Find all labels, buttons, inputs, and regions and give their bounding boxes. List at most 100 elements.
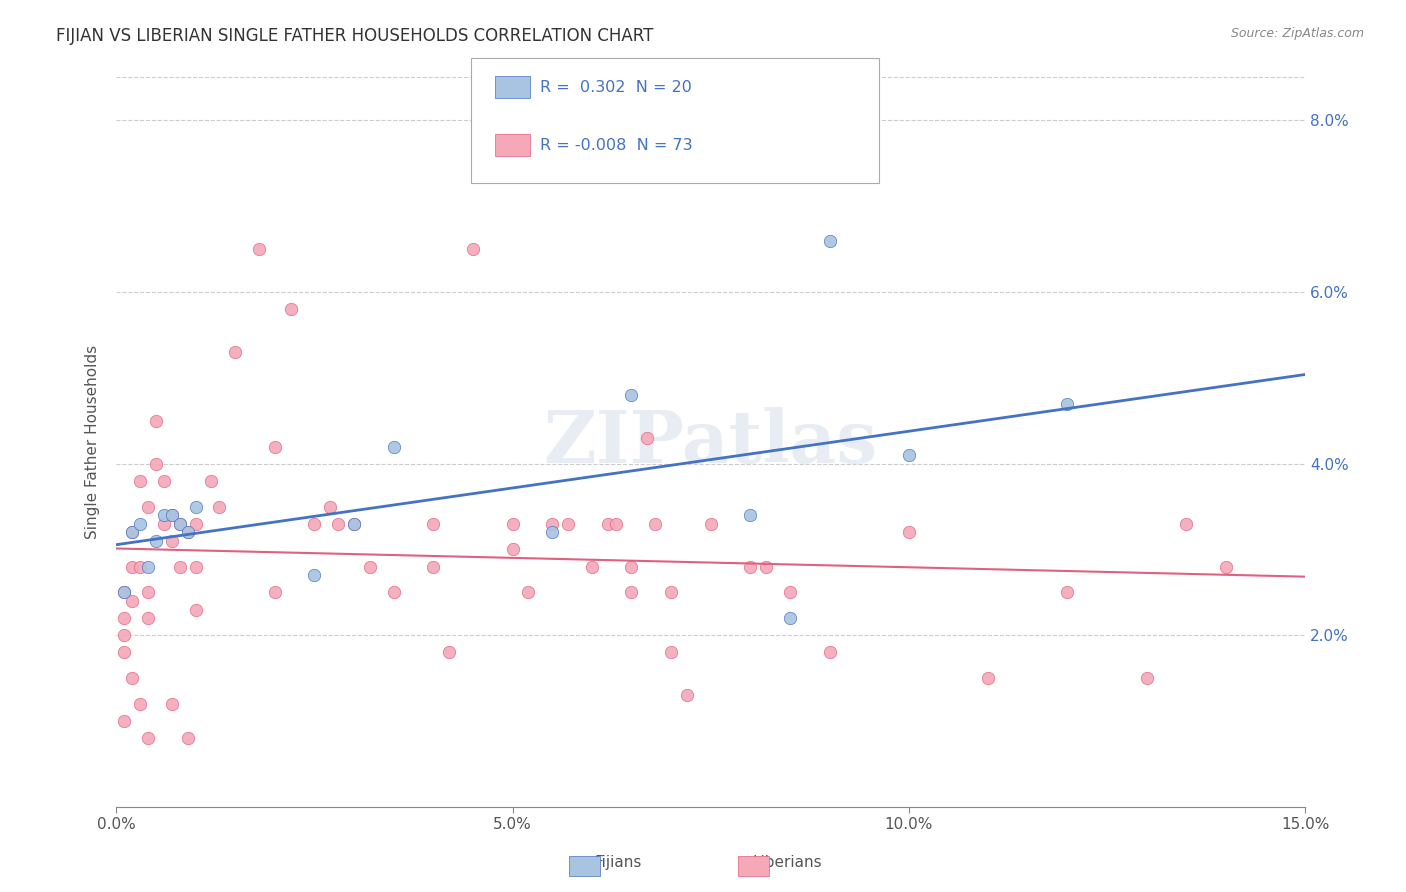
Point — [319, 500, 342, 514]
Point — [620, 559, 643, 574]
Point — [897, 448, 920, 462]
Point — [343, 516, 366, 531]
Point — [160, 508, 183, 523]
Point — [121, 525, 143, 540]
Point — [382, 585, 405, 599]
Point — [818, 645, 841, 659]
Point — [160, 533, 183, 548]
Point — [184, 559, 207, 574]
Point — [779, 611, 801, 625]
Point — [169, 516, 191, 531]
Point — [224, 345, 246, 359]
Point — [359, 559, 381, 574]
Point — [112, 645, 135, 659]
Point — [581, 559, 603, 574]
Point — [145, 457, 167, 471]
Point — [200, 474, 222, 488]
Text: Liberians: Liberians — [752, 855, 823, 870]
Point — [644, 516, 666, 531]
Point — [755, 559, 778, 574]
Point — [121, 559, 143, 574]
Point — [153, 474, 176, 488]
Point — [176, 731, 198, 746]
Point — [184, 500, 207, 514]
Point — [208, 500, 231, 514]
Point — [517, 585, 540, 599]
Point — [897, 525, 920, 540]
Point — [605, 516, 627, 531]
Point — [1135, 671, 1157, 685]
Point — [676, 689, 699, 703]
Point — [112, 585, 135, 599]
Point — [184, 602, 207, 616]
Point — [176, 525, 198, 540]
Text: Source: ZipAtlas.com: Source: ZipAtlas.com — [1230, 27, 1364, 40]
Point — [304, 568, 326, 582]
Text: R = -0.008  N = 73: R = -0.008 N = 73 — [540, 138, 693, 153]
Point — [176, 525, 198, 540]
Point — [112, 611, 135, 625]
Point — [160, 697, 183, 711]
Point — [145, 414, 167, 428]
Point — [659, 585, 682, 599]
Point — [263, 585, 285, 599]
Point — [169, 559, 191, 574]
Point — [129, 516, 152, 531]
Point — [437, 645, 460, 659]
Point — [620, 388, 643, 402]
Point — [136, 500, 159, 514]
Point — [699, 516, 721, 531]
Point — [740, 508, 762, 523]
Text: ZIPatlas: ZIPatlas — [544, 407, 877, 478]
Point — [1215, 559, 1237, 574]
Point — [112, 585, 135, 599]
Point — [129, 559, 152, 574]
Point — [121, 525, 143, 540]
Point — [280, 302, 302, 317]
Point — [461, 242, 484, 256]
Point — [153, 508, 176, 523]
Point — [145, 533, 167, 548]
Point — [422, 516, 444, 531]
Point — [121, 594, 143, 608]
Point — [136, 585, 159, 599]
Point — [160, 508, 183, 523]
Point — [136, 731, 159, 746]
Point — [112, 714, 135, 728]
Point — [659, 645, 682, 659]
Point — [129, 474, 152, 488]
Point — [184, 516, 207, 531]
Point — [1056, 585, 1078, 599]
Point — [136, 611, 159, 625]
Point — [422, 559, 444, 574]
Point — [636, 431, 658, 445]
Point — [382, 440, 405, 454]
Y-axis label: Single Father Households: Single Father Households — [86, 345, 100, 540]
Point — [247, 242, 270, 256]
Point — [169, 516, 191, 531]
Point — [129, 697, 152, 711]
Point — [1175, 516, 1198, 531]
Point — [977, 671, 1000, 685]
Point — [328, 516, 350, 531]
Point — [502, 516, 524, 531]
Text: Fijians: Fijians — [595, 855, 643, 870]
Point — [557, 516, 579, 531]
Text: R =  0.302  N = 20: R = 0.302 N = 20 — [540, 80, 692, 95]
Point — [779, 585, 801, 599]
Point — [1056, 396, 1078, 410]
Point — [263, 440, 285, 454]
Point — [596, 516, 619, 531]
Point — [502, 542, 524, 557]
Point — [343, 516, 366, 531]
Point — [112, 628, 135, 642]
Point — [541, 525, 564, 540]
Point — [121, 671, 143, 685]
Point — [818, 234, 841, 248]
Point — [620, 585, 643, 599]
Point — [153, 516, 176, 531]
Text: FIJIAN VS LIBERIAN SINGLE FATHER HOUSEHOLDS CORRELATION CHART: FIJIAN VS LIBERIAN SINGLE FATHER HOUSEHO… — [56, 27, 654, 45]
Point — [541, 516, 564, 531]
Point — [740, 559, 762, 574]
Point — [136, 559, 159, 574]
